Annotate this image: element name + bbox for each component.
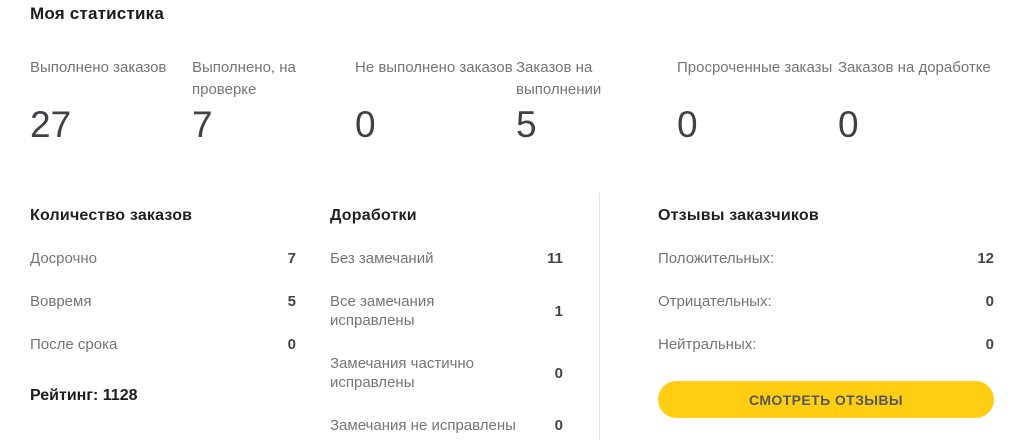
stat-label: Выполнено заказов (30, 59, 167, 76)
stat-value: 27 (30, 104, 72, 145)
stat-value: 5 (516, 104, 537, 145)
orders-count-section: Количество заказов Досрочно 7 Вовремя 5 … (30, 200, 296, 405)
rating-value: Рейтинг: 1128 (30, 387, 138, 404)
row-label: Без замечаний (330, 250, 434, 267)
row-value: 12 (977, 250, 994, 267)
row-value: 0 (985, 293, 994, 310)
stat-completed-on-review: Выполнено, на проверке 7 (192, 57, 322, 145)
row-value: 11 (547, 250, 563, 267)
row-negative-reviews: Отрицательных: 0 (658, 292, 994, 311)
stat-value: 0 (838, 104, 859, 145)
revisions-section: Доработки Без замечаний 11 Все замечания… (330, 200, 563, 435)
row-remarks-not-fixed: Замечания не исправлены 0 (330, 416, 563, 435)
row-label: Нейтральных: (658, 336, 757, 353)
stat-not-completed-orders: Не выполнено заказов 0 (355, 57, 515, 145)
stat-label: Заказов на выполнении (516, 59, 602, 98)
row-label: После срока (30, 336, 118, 353)
row-value: 0 (287, 336, 296, 353)
vertical-divider (599, 193, 600, 440)
row-no-remarks: Без замечаний 11 (330, 249, 563, 268)
row-label: Замечания частично исправлены (330, 355, 475, 391)
stat-value: 0 (355, 104, 376, 145)
row-value: 1 (554, 302, 563, 320)
row-label: Все замечания исправлены (330, 293, 435, 329)
stat-overdue-orders: Просроченные заказы 0 (677, 57, 837, 145)
reviews-header: Отзывы заказчиков (658, 207, 819, 224)
stat-label: Просроченные заказы (677, 59, 833, 76)
row-remarks-partially-fixed: Замечания частично исправлены 0 (330, 354, 563, 392)
row-all-remarks-fixed: Все замечания исправлены 1 (330, 292, 563, 330)
revisions-header: Доработки (330, 207, 417, 224)
row-value: 0 (554, 417, 563, 434)
stat-orders-in-progress: Заказов на выполнении 5 (516, 57, 626, 145)
row-value: 0 (985, 336, 994, 353)
row-label: Досрочно (30, 250, 97, 267)
stat-label: Выполнено, на проверке (192, 59, 296, 98)
row-neutral-reviews: Нейтральных: 0 (658, 335, 994, 354)
row-value: 7 (287, 250, 296, 267)
row-after-deadline: После срока 0 (30, 335, 296, 354)
stat-value: 7 (192, 104, 213, 145)
row-label: Положительных: (658, 250, 775, 267)
row-label: Вовремя (30, 293, 92, 310)
row-value: 5 (287, 293, 296, 310)
stat-completed-orders: Выполнено заказов 27 (30, 57, 190, 145)
row-early: Досрочно 7 (30, 249, 296, 268)
orders-count-header: Количество заказов (30, 207, 193, 224)
row-value: 0 (554, 364, 563, 382)
stat-value: 0 (677, 104, 698, 145)
row-positive-reviews: Положительных: 12 (658, 249, 994, 268)
page-title: Моя статистика (30, 4, 164, 23)
stat-label: Не выполнено заказов (355, 59, 513, 76)
stat-orders-on-revision: Заказов на доработке 0 (838, 57, 998, 145)
row-on-time: Вовремя 5 (30, 292, 296, 311)
reviews-section: Отзывы заказчиков Положительных: 12 Отри… (658, 200, 994, 418)
stat-label: Заказов на доработке (838, 59, 991, 76)
view-reviews-button[interactable]: СМОТРЕТЬ ОТЗЫВЫ (658, 381, 994, 418)
row-label: Отрицательных: (658, 293, 772, 310)
row-label: Замечания не исправлены (330, 417, 516, 434)
